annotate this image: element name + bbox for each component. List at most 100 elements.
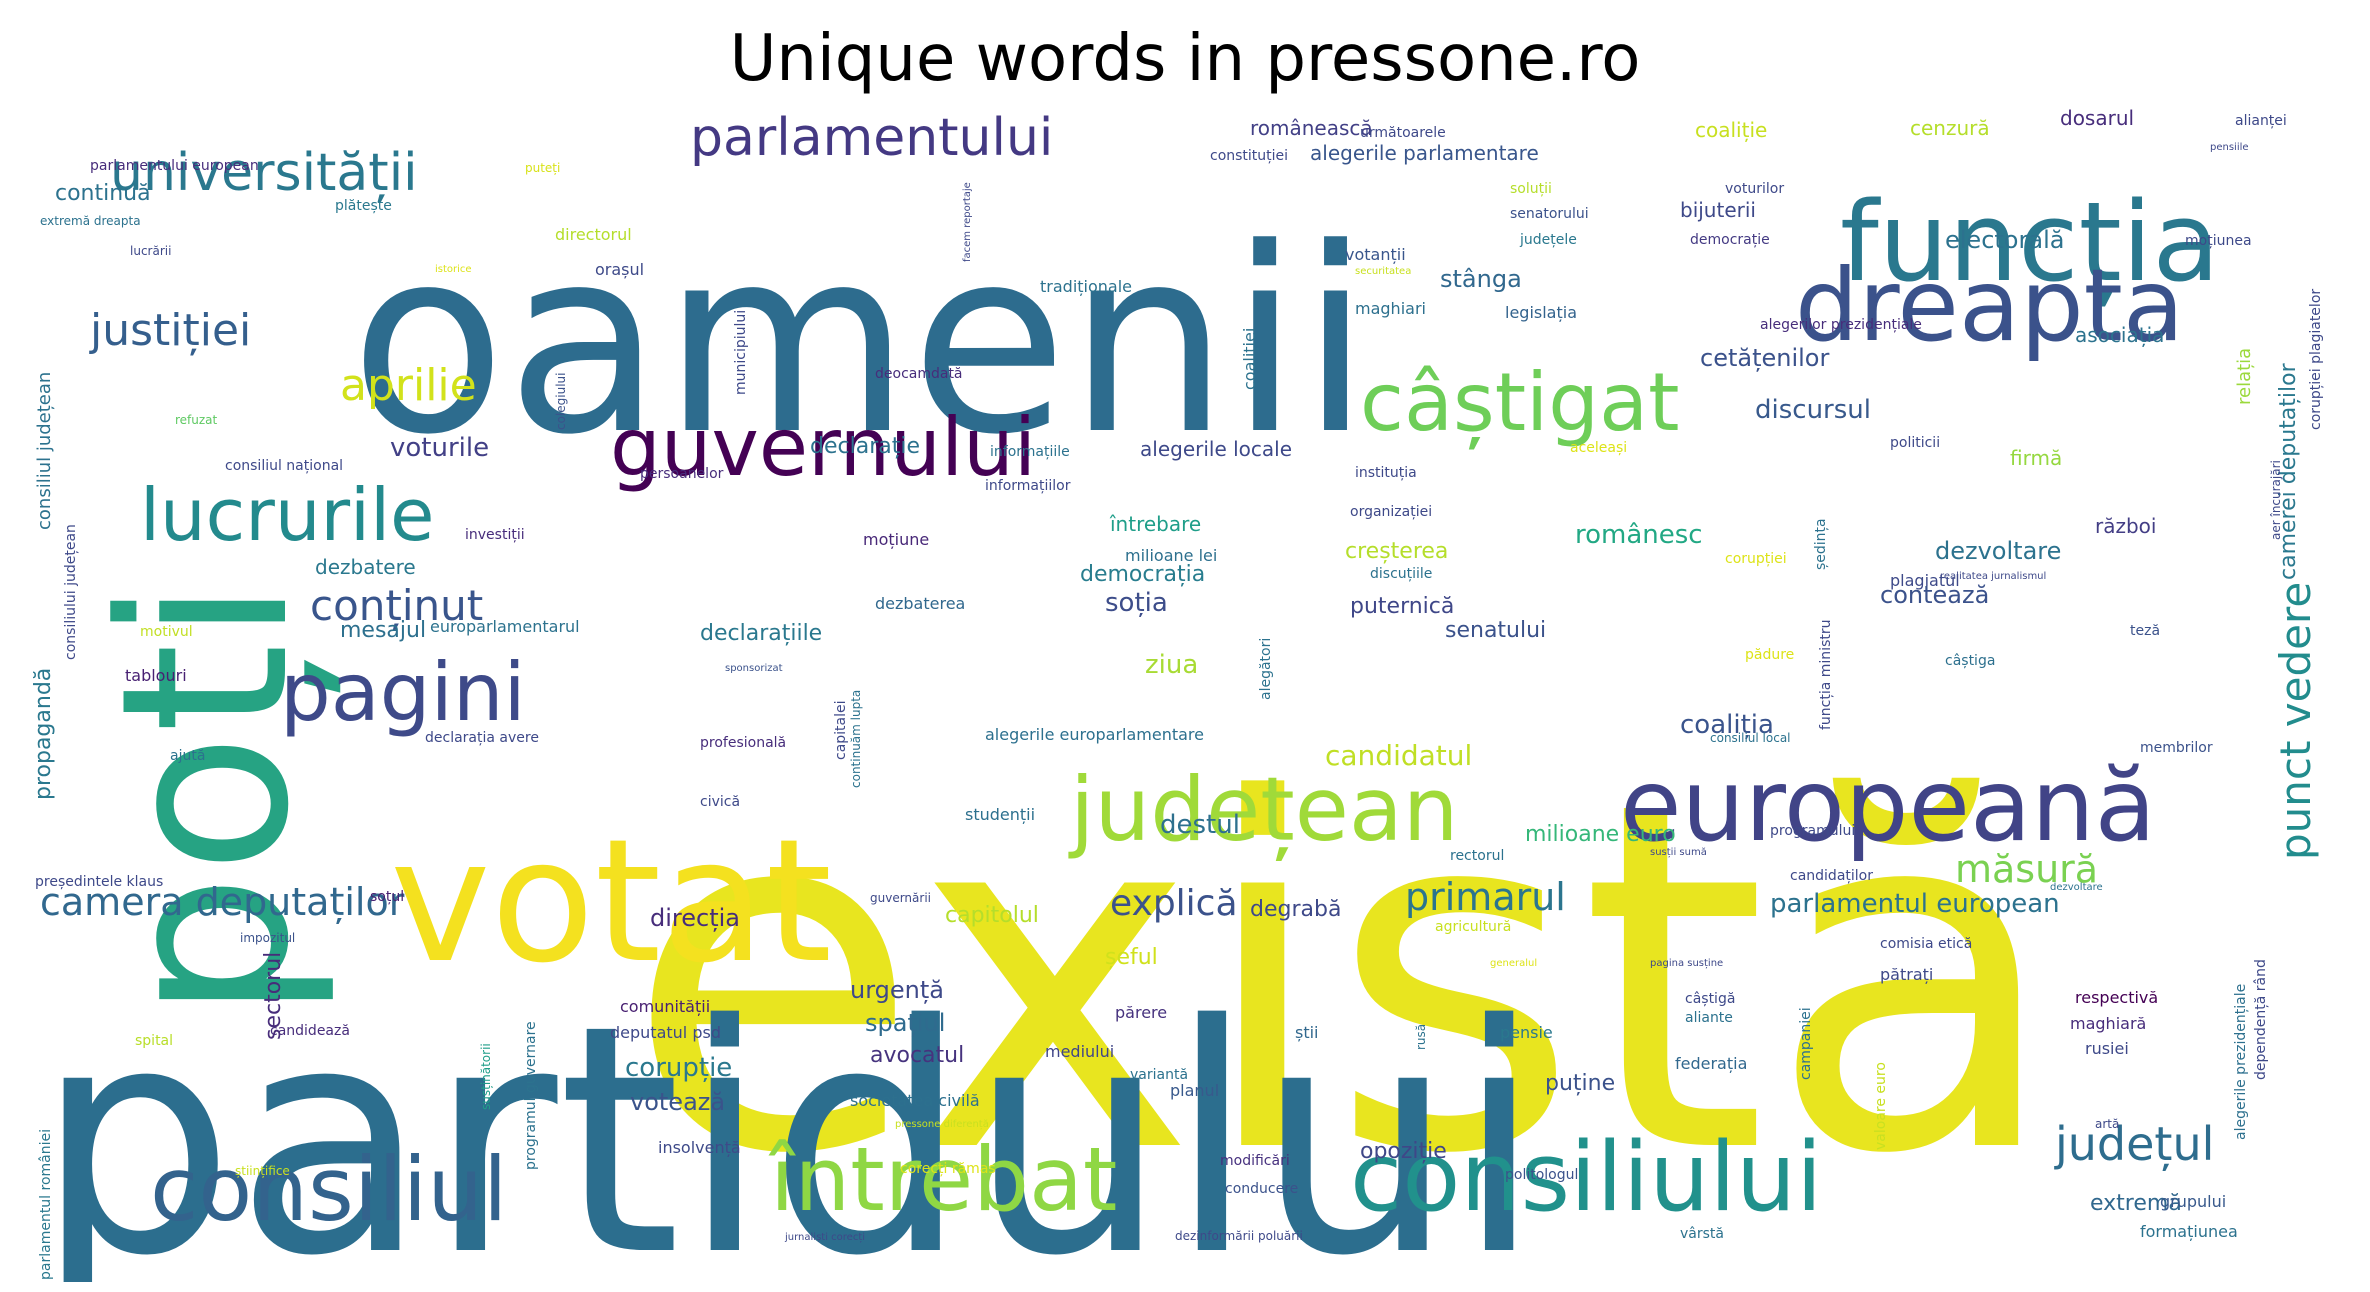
cloud-word: puține (1545, 1071, 1615, 1096)
cloud-word: pătrați (1880, 965, 1933, 984)
cloud-word: punct vedere (2271, 582, 2320, 860)
cloud-word: război (2095, 514, 2156, 538)
cloud-word: variantă (1130, 1067, 1188, 1083)
cloud-word: plagiatul (1890, 571, 1960, 590)
cloud-word: programului (1770, 823, 1855, 839)
cloud-word: soluții (1510, 181, 1552, 197)
cloud-word: formațiunea (2140, 1222, 2238, 1241)
cloud-word: parlamentului (690, 108, 1053, 168)
cloud-word: întrebat (768, 1128, 1117, 1231)
cloud-word: pagini (280, 646, 526, 739)
cloud-word: rectorul (1450, 848, 1504, 864)
cloud-word: rusiei (2085, 1039, 2129, 1058)
cloud-word: alegători (1258, 638, 1274, 700)
cloud-word: valoare euro (1873, 1062, 1889, 1150)
cloud-word: voturile (390, 433, 489, 463)
cloud-word: județul (2054, 1117, 2214, 1172)
cloud-word: dependență rând (2253, 959, 2269, 1080)
cloud-word: democrația (1080, 562, 1205, 587)
cloud-word: câștiga (1945, 653, 1995, 669)
cloud-word: tradiționale (1040, 277, 1132, 296)
cloud-word: comunității (620, 997, 710, 1016)
cloud-word: europarlamentarul (430, 617, 580, 636)
cloud-word: conținut (310, 581, 483, 630)
cloud-word: votează (630, 1088, 725, 1116)
cloud-word: pressone diferență (895, 1119, 989, 1130)
cloud-word: candidează (270, 1023, 350, 1039)
cloud-word: bijuterii (1680, 198, 1756, 222)
cloud-word: alegerilor prezidențiale (1760, 317, 1922, 333)
cloud-word: aceleași (1570, 440, 1627, 456)
cloud-word: alegerile parlamentare (1310, 141, 1539, 165)
cloud-word: corecți rămas (900, 1161, 996, 1177)
cloud-word: constituției (1210, 148, 1288, 164)
cloud-word: ajută (170, 748, 205, 764)
cloud-word: funcția ministru (1818, 620, 1834, 730)
cloud-word: directorul (555, 225, 632, 244)
cloud-word: relația (2234, 348, 2255, 405)
cloud-word: realitatea jurnalismul (1940, 571, 2046, 582)
cloud-word: primarul (1405, 875, 1566, 919)
cloud-word: extremă dreapta (40, 214, 141, 228)
cloud-word: deputatul psd (610, 1023, 721, 1042)
cloud-word: știi (1295, 1023, 1319, 1042)
cloud-word: consiliul (150, 1138, 507, 1241)
cloud-word: guvernării (870, 891, 931, 905)
cloud-word: capitalei (833, 700, 849, 760)
cloud-word: democrație (1690, 232, 1770, 248)
cloud-word: voturilor (1725, 181, 1784, 197)
cloud-word: coaliției (1240, 328, 1259, 390)
cloud-word: explică (1110, 883, 1238, 924)
cloud-word: declarație (810, 434, 920, 459)
cloud-word: motivul (140, 624, 193, 640)
cloud-word: urgență (850, 976, 944, 1004)
cloud-word: științifice (235, 1164, 290, 1178)
cloud-word: destul (1160, 810, 1240, 840)
cloud-word: studenții (965, 805, 1035, 824)
cloud-word: degrabă (1250, 897, 1341, 922)
cloud-word: contează (1880, 581, 1989, 609)
cloud-word: vârstă (1680, 1226, 1724, 1242)
cloud-word: sectorul (261, 952, 286, 1040)
cloud-word: colegiului (554, 373, 568, 431)
word-cloud: există partidului oamenii poți votat consiliu… (10, 100, 2360, 1282)
cloud-word: dezvoltare (1935, 537, 2061, 565)
cloud-word: pensie (1500, 1023, 1553, 1042)
cloud-word: parlamentului european (90, 158, 259, 174)
cloud-word: votat (390, 803, 832, 1001)
cloud-word: jurnaliști corecți (784, 1232, 865, 1243)
cloud-word: ședința (1813, 518, 1829, 570)
cloud-word: discursul (1755, 395, 1871, 425)
cloud-word: poți (73, 579, 340, 1020)
cloud-word: declarațiile (700, 621, 822, 646)
cloud-word: alegerile prezidențiale (2233, 984, 2249, 1140)
cloud-word: sponsorizat (725, 663, 783, 674)
wordcloud-title: Unique words in pressone.ro (729, 22, 1641, 96)
cloud-word: senatului (1445, 618, 1546, 643)
cloud-word: câștigat (1360, 356, 1679, 449)
cloud-word: parlamentul româniei (38, 1129, 54, 1280)
cloud-word: continuăm lupta (849, 690, 863, 788)
cloud-word: soțul (370, 889, 404, 905)
cloud-word: președintele klaus (35, 874, 163, 890)
cloud-word: parlamentul european (1770, 889, 2060, 919)
cloud-word: spital (135, 1033, 173, 1049)
cloud-word: tablouri (125, 666, 187, 685)
cloud-word: legislația (1505, 303, 1577, 322)
cloud-word: câștigă (1685, 991, 1735, 1007)
cloud-word: partidului (35, 959, 1543, 1282)
cloud-word: măsură (1955, 847, 2098, 891)
cloud-word: coaliția (1680, 710, 1774, 740)
cloud-word: aer încurajări (2269, 460, 2283, 540)
cloud-word: opoziție (1360, 1139, 1447, 1164)
cloud-word: agricultură (1435, 919, 1511, 935)
cloud-word: consiliul local (1710, 731, 1791, 745)
cloud-word: continuă (55, 181, 151, 206)
cloud-word: milioane euro (1525, 822, 1676, 847)
cloud-word: senatorului (1510, 206, 1589, 222)
cloud-word: securitatea (1355, 266, 1411, 277)
cloud-word: teză (2130, 623, 2160, 639)
cloud-word: investiții (465, 527, 525, 543)
cloud-word: plătește (335, 198, 392, 214)
cloud-word: membrilor (2140, 740, 2213, 756)
